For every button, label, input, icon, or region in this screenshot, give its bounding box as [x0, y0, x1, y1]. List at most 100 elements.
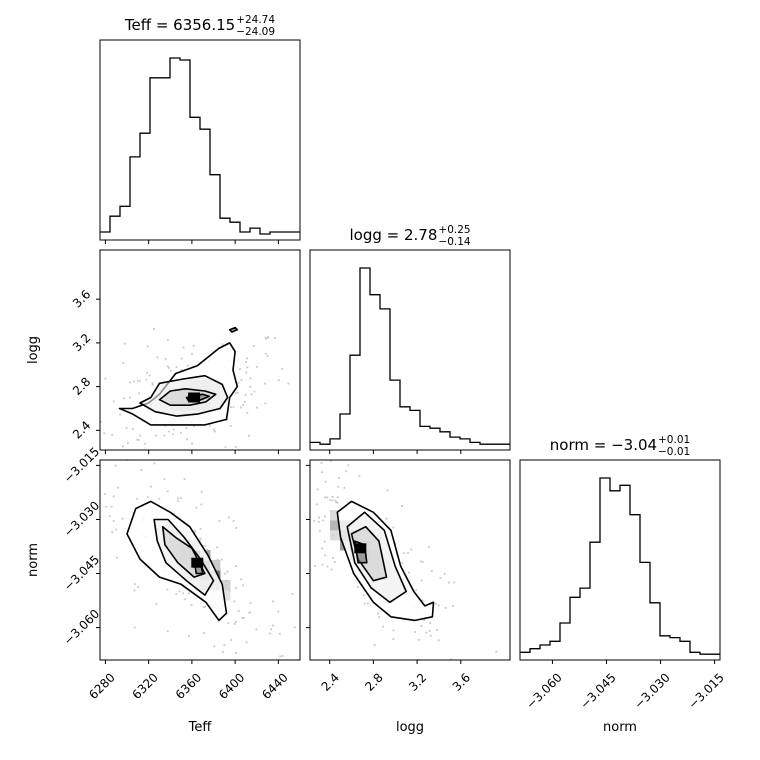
sample-point [133, 626, 136, 629]
sample-point [303, 456, 305, 458]
sample-point [187, 592, 190, 595]
title-minus: −24.09 [236, 26, 275, 38]
x-tick-label-logg: 3.2 [406, 670, 429, 693]
sample-point [278, 632, 281, 635]
sample-point [213, 645, 216, 648]
sample-point [274, 337, 276, 339]
sample-point [237, 392, 239, 394]
sample-point [287, 382, 290, 385]
sample-point [494, 730, 496, 732]
sample-point [291, 447, 293, 449]
sample-point [121, 517, 124, 520]
density-cell [220, 580, 231, 591]
density-cell [330, 530, 341, 541]
x-tick-label-logg: 3.6 [450, 670, 473, 693]
sample-point [94, 404, 96, 406]
sample-point [166, 630, 169, 633]
title-plus: +24.74 [236, 14, 275, 26]
sample-point [166, 490, 169, 493]
sample-point [105, 505, 108, 508]
sample-point [264, 352, 267, 355]
sample-point [188, 635, 190, 637]
x-tick-label-norm: −3.045 [578, 670, 619, 711]
x-axis-label-Teff: Teff [188, 720, 213, 735]
sample-point [249, 385, 252, 388]
sample-point [277, 610, 280, 613]
sample-point [326, 440, 328, 442]
sample-point [235, 565, 237, 567]
sample-point [448, 581, 450, 584]
sample-point [451, 605, 454, 608]
sample-point [240, 578, 243, 581]
sample-point [180, 357, 183, 360]
sample-point [182, 592, 185, 595]
sample-point [291, 593, 294, 595]
sample-point [249, 377, 252, 380]
sample-point [116, 486, 119, 489]
sample-point [151, 382, 154, 384]
sample-point [166, 365, 169, 368]
sample-point [149, 485, 152, 488]
sample-point [242, 584, 244, 587]
sample-point [204, 605, 207, 608]
sample-point [272, 624, 274, 627]
sample-point [314, 564, 317, 567]
sample-point [146, 372, 148, 374]
sample-point [327, 752, 329, 754]
sample-point [163, 434, 166, 437]
sample-point [195, 506, 198, 509]
sample-point [203, 632, 205, 634]
sample-point [226, 570, 229, 573]
sample-point [129, 381, 131, 384]
sample-point [167, 430, 170, 433]
sample-point [235, 527, 238, 529]
y-tick-label-logg: 3.2 [70, 331, 93, 354]
sample-point [316, 503, 318, 506]
sample-point [337, 485, 340, 488]
sample-point [341, 668, 343, 670]
sample-point [234, 587, 237, 590]
sample-point [209, 424, 211, 427]
sample-point [330, 460, 332, 462]
sample-point [177, 500, 179, 502]
sample-point [495, 650, 498, 653]
sample-point [382, 625, 384, 628]
sample-point [199, 537, 202, 540]
sample-point [392, 526, 395, 529]
sample-point [249, 611, 252, 614]
sample-point [233, 623, 236, 625]
sample-point [331, 499, 334, 502]
sample-point [277, 379, 280, 382]
sample-point [122, 362, 125, 364]
sample-point [430, 570, 433, 572]
sample-point [133, 380, 135, 383]
sample-point [127, 442, 129, 445]
sample-point [216, 558, 219, 561]
sample-point [243, 617, 245, 619]
sample-point [321, 519, 324, 522]
sample-point [110, 505, 113, 508]
sample-point [437, 604, 440, 607]
sample-point [240, 406, 242, 409]
sample-point [64, 386, 66, 388]
sample-point [336, 501, 339, 504]
sample-point [168, 367, 170, 369]
histogram-Teff [100, 57, 300, 235]
sample-point [136, 380, 139, 383]
sample-point [302, 750, 304, 752]
sample-point [225, 579, 228, 582]
sample-point [248, 434, 250, 437]
axes-frame-norm [519, 459, 721, 661]
panel-title-Teff: Teff = 6356.15 +24.74−24.09 [124, 14, 275, 38]
sample-point [166, 588, 169, 591]
sample-point [367, 602, 369, 605]
sample-point [450, 658, 453, 660]
sample-point [420, 625, 423, 627]
sample-point [170, 474, 172, 476]
sample-point [331, 496, 334, 498]
title-minus: −0.01 [658, 446, 690, 458]
sample-point [194, 529, 197, 532]
sample-point [288, 517, 290, 519]
sample-point [139, 434, 142, 437]
sample-point [421, 599, 424, 602]
